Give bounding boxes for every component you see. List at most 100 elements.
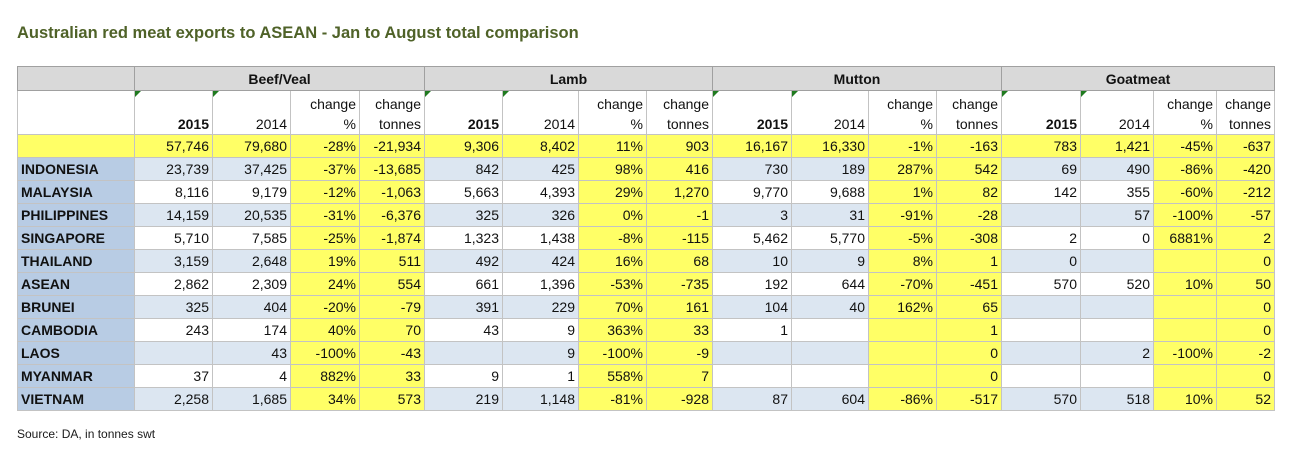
table-cell: 20,535	[212, 203, 291, 227]
group-header-lamb: Lamb	[424, 66, 713, 91]
table-cell: 2,258	[134, 387, 213, 411]
table-cell: 37	[134, 364, 213, 388]
table-cell: 87	[712, 387, 792, 411]
total-cell: 79,680	[212, 134, 291, 158]
total-cell: 903	[646, 134, 713, 158]
table-row: MALAYSIA 8,116 9,179 -12% -1,063 5,663 4,393 29…	[17, 180, 1275, 204]
table-cell: -6,376	[359, 203, 425, 227]
table-cell: 50	[1216, 272, 1275, 296]
table-cell: -91%	[868, 203, 937, 227]
table-cell: 192	[712, 272, 792, 296]
table-cell: 518	[1080, 387, 1154, 411]
subheader-change-: change %	[1153, 90, 1217, 135]
table-cell: 10	[712, 249, 792, 273]
table-cell: 1,685	[212, 387, 291, 411]
subheader-change-tonnes: change tonnes	[1216, 90, 1275, 135]
total-cell: 11%	[578, 134, 647, 158]
table-cell	[1153, 295, 1217, 319]
table-cell: -8%	[578, 226, 647, 250]
total-cell: -28%	[290, 134, 360, 158]
table-row: VIETNAM 2,258 1,685 34% 573 219 1,148 -81% -928 8…	[17, 387, 1275, 411]
table-cell: 2	[1001, 226, 1081, 250]
table-cell: 730	[712, 157, 792, 181]
table-cell	[868, 364, 937, 388]
table-cell: -12%	[290, 180, 360, 204]
table-cell	[1080, 295, 1154, 319]
table-cell	[424, 341, 503, 365]
table-cell	[1153, 364, 1217, 388]
subheader-row: 2015 2014 change % change tonnes 2015 2014 cha…	[17, 90, 1275, 135]
table-cell: 554	[359, 272, 425, 296]
table-cell	[1080, 364, 1154, 388]
table-cell: 70%	[578, 295, 647, 319]
table-cell: 33	[359, 364, 425, 388]
table-cell	[1001, 364, 1081, 388]
subheader-2015: 2015	[1001, 90, 1081, 135]
total-cell: -637	[1216, 134, 1275, 158]
table-cell	[1080, 318, 1154, 342]
table-cell: 661	[424, 272, 503, 296]
total-cell: -45%	[1153, 134, 1217, 158]
table-cell: -37%	[290, 157, 360, 181]
table-cell: 363%	[578, 318, 647, 342]
table-cell	[868, 341, 937, 365]
total-cell: 8,402	[502, 134, 579, 158]
table-cell: 2	[1216, 226, 1275, 250]
table-cell	[1001, 341, 1081, 365]
table-cell: 16%	[578, 249, 647, 273]
total-cell: 16,330	[791, 134, 869, 158]
table-cell: 490	[1080, 157, 1154, 181]
table-cell: 33	[646, 318, 713, 342]
subheader-2014: 2014	[791, 90, 869, 135]
table-cell: 82	[936, 180, 1002, 204]
total-label	[17, 134, 135, 158]
table-cell	[712, 364, 792, 388]
table-cell: 57	[1080, 203, 1154, 227]
table-cell: 31	[791, 203, 869, 227]
table-cell: -70%	[868, 272, 937, 296]
table-cell: -86%	[868, 387, 937, 411]
table-cell: 4	[212, 364, 291, 388]
group-header-beef-veal: Beef/Veal	[134, 66, 425, 91]
country-label: SINGAPORE	[17, 226, 135, 250]
subheader-change-: change %	[868, 90, 937, 135]
table-cell: 174	[212, 318, 291, 342]
country-label: CAMBODIA	[17, 318, 135, 342]
table-cell: 492	[424, 249, 503, 273]
table-cell: 0	[936, 364, 1002, 388]
source-note: Source: DA, in tonnes swt	[17, 427, 156, 441]
country-label: MALAYSIA	[17, 180, 135, 204]
table-cell: 355	[1080, 180, 1154, 204]
table-cell: -9	[646, 341, 713, 365]
table-cell: 5,770	[791, 226, 869, 250]
table-cell	[1153, 249, 1217, 273]
subheader-2015: 2015	[424, 90, 503, 135]
table-cell: 10%	[1153, 387, 1217, 411]
table-cell: 52	[1216, 387, 1275, 411]
table-row: THAILAND 3,159 2,648 19% 511 492 424 16% 68 10 9 8%…	[17, 249, 1275, 273]
table-cell: -100%	[578, 341, 647, 365]
table-cell: 2,309	[212, 272, 291, 296]
table-cell: -79	[359, 295, 425, 319]
table-cell	[1001, 203, 1081, 227]
subheader-change-tonnes: change tonnes	[646, 90, 713, 135]
table-row: LAOS 43 -100% -43 9 -100% -9 0 2 -100% -2	[17, 341, 1275, 365]
table-cell: 162%	[868, 295, 937, 319]
table-cell: -1	[646, 203, 713, 227]
table-cell: 424	[502, 249, 579, 273]
table-cell	[1001, 318, 1081, 342]
table-title: Australian red meat exports to ASEAN - J…	[17, 24, 579, 42]
table-cell: 520	[1080, 272, 1154, 296]
subheader-change-: change %	[578, 90, 647, 135]
table-cell: 161	[646, 295, 713, 319]
table-cell: 5,462	[712, 226, 792, 250]
table-cell: 104	[712, 295, 792, 319]
table-cell: 1%	[868, 180, 937, 204]
table-cell: 4,393	[502, 180, 579, 204]
table-cell: 65	[936, 295, 1002, 319]
table-cell: 882%	[290, 364, 360, 388]
subheader-2014: 2014	[1080, 90, 1154, 135]
exports-table: Beef/Veal Lamb Mutton Goatmeat 2015 2014 chang…	[17, 66, 1275, 411]
table-cell: -81%	[578, 387, 647, 411]
table-row: PHILIPPINES 14,159 20,535 -31% -6,376 325 326 0…	[17, 203, 1275, 227]
